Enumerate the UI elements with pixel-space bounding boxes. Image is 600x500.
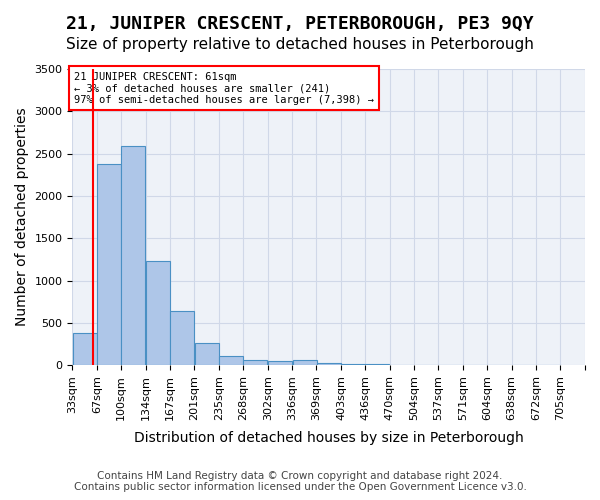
- Bar: [121, 146, 145, 365]
- Bar: [146, 261, 170, 365]
- Bar: [170, 312, 194, 365]
- Bar: [194, 342, 219, 365]
- Y-axis label: Number of detached properties: Number of detached properties: [15, 108, 29, 326]
- Bar: [365, 364, 389, 365]
- Bar: [341, 364, 365, 365]
- Text: Contains HM Land Registry data © Crown copyright and database right 2024.
Contai: Contains HM Land Registry data © Crown c…: [74, 471, 526, 492]
- Text: 21 JUNIPER CRESCENT: 61sqm
← 3% of detached houses are smaller (241)
97% of semi: 21 JUNIPER CRESCENT: 61sqm ← 3% of detac…: [74, 72, 374, 104]
- Bar: [73, 334, 97, 365]
- Text: 21, JUNIPER CRESCENT, PETERBOROUGH, PE3 9QY: 21, JUNIPER CRESCENT, PETERBOROUGH, PE3 …: [66, 15, 534, 33]
- Bar: [317, 363, 341, 365]
- Bar: [220, 356, 244, 365]
- Bar: [97, 164, 121, 365]
- X-axis label: Distribution of detached houses by size in Peterborough: Distribution of detached houses by size …: [134, 431, 524, 445]
- Bar: [268, 361, 292, 365]
- Bar: [244, 360, 268, 365]
- Text: Size of property relative to detached houses in Peterborough: Size of property relative to detached ho…: [66, 38, 534, 52]
- Bar: [293, 360, 317, 365]
